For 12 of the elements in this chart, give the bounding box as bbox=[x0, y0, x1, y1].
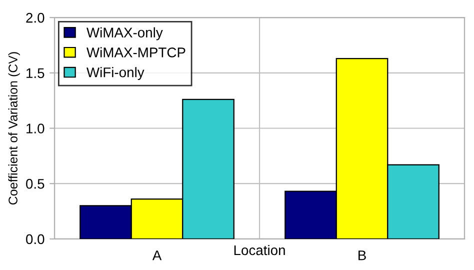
legend-label: WiMAX-only bbox=[86, 27, 163, 40]
y-tick-label: 2.0 bbox=[26, 12, 44, 23]
y-tick-label: 1.5 bbox=[26, 68, 44, 78]
x-tick-label: B bbox=[358, 250, 366, 260]
y-tick-label: 1.0 bbox=[26, 124, 44, 134]
legend-label: WiFi-only bbox=[86, 67, 144, 80]
x-tick-label: A bbox=[152, 250, 162, 260]
y-axis-title: Coefficient of Variation (CV) bbox=[8, 52, 20, 205]
x-axis-title: Location bbox=[234, 244, 285, 256]
legend-label: WiMAX-MPTCP bbox=[86, 47, 186, 58]
y-tick-label: 0.0 bbox=[26, 234, 44, 244]
y-tick-label: 0.5 bbox=[26, 178, 44, 189]
